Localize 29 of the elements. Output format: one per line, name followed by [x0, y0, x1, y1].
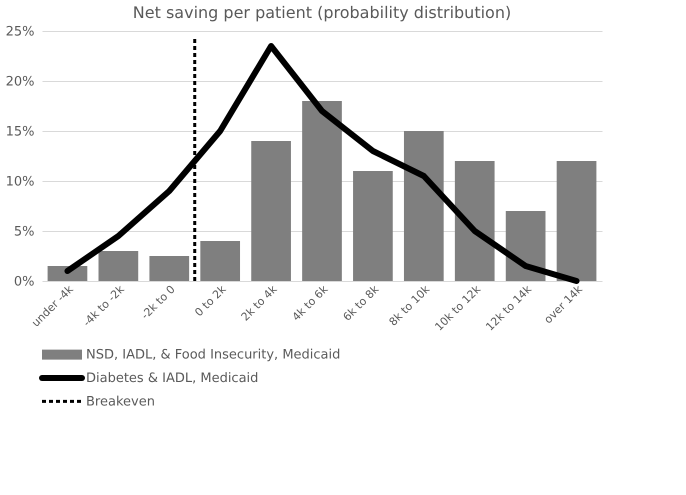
x-tick-label: 12k to 14k	[483, 282, 535, 334]
bar	[98, 251, 138, 281]
bar	[200, 241, 240, 281]
y-tick-label: 20%	[6, 74, 34, 90]
y-tick-label: 25%	[6, 24, 34, 40]
bar	[404, 131, 444, 281]
chart-title: Net saving per patient (probability distribution)	[132, 3, 512, 22]
y-tick-label: 15%	[6, 124, 34, 140]
x-tick-label: 10k to 12k	[432, 282, 484, 334]
legend-label: Diabetes & IADL, Medicaid	[86, 371, 258, 386]
x-tick-label: -2k to 0	[138, 282, 178, 322]
bar	[149, 256, 190, 281]
x-tick-label: 8k to 10k	[386, 282, 433, 329]
legend-label: Breakeven	[86, 394, 155, 410]
x-tick-label: 2k to 4k	[238, 282, 280, 324]
x-tick-label: 6k to 8k	[340, 282, 382, 324]
y-tick-label: 0%	[14, 274, 34, 290]
bar	[302, 101, 342, 281]
y-tick-label: 10%	[6, 174, 34, 190]
bar	[556, 161, 596, 281]
x-tick-label: 4k to 6k	[290, 282, 331, 324]
x-tick-label: 0 to 2k	[192, 282, 230, 320]
legend-label: NSD, IADL, & Food Insecurity, Medicaid	[86, 348, 340, 363]
bar	[353, 171, 393, 281]
x-tick-label: -4k to -2k	[80, 282, 128, 330]
bar	[251, 141, 291, 281]
y-tick-label: 5%	[14, 224, 34, 240]
bar	[454, 161, 495, 281]
bar	[506, 211, 546, 281]
